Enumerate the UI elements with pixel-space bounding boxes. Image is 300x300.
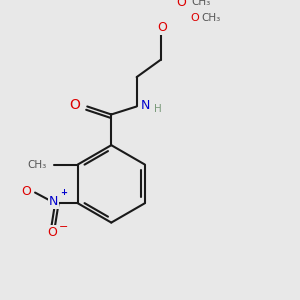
Text: CH₃: CH₃ [28, 160, 47, 170]
Text: CH₃: CH₃ [201, 14, 220, 23]
Text: N: N [141, 99, 150, 112]
Text: +: + [60, 188, 68, 197]
Text: CH₃: CH₃ [191, 0, 211, 8]
Text: O: O [176, 0, 186, 9]
Text: −: − [59, 222, 68, 232]
Text: H: H [154, 104, 162, 114]
Text: N: N [49, 195, 58, 208]
Text: O: O [47, 226, 57, 239]
Text: O: O [70, 98, 81, 112]
Text: O: O [190, 14, 199, 23]
Text: O: O [157, 21, 167, 34]
Text: O: O [21, 185, 31, 198]
